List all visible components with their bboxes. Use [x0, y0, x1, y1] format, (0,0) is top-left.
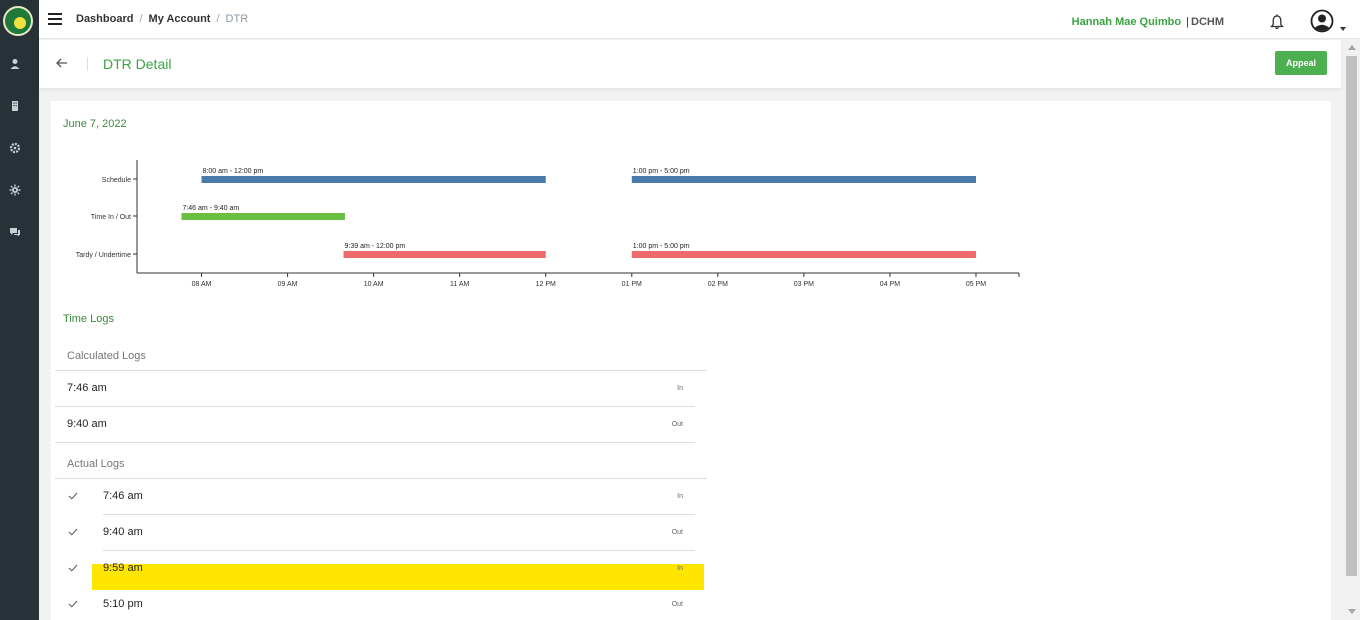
x-tick-label: 12 PM [536, 281, 556, 288]
actual-logs-header: Actual Logs [55, 453, 707, 479]
x-tick-label: 01 PM [622, 281, 642, 288]
log-time: 9:40 am [103, 526, 143, 538]
calculated-log-row: 9:40 am Out [55, 407, 695, 443]
y-tick-label: Schedule [102, 177, 131, 184]
breadcrumb-separator: / [139, 13, 143, 25]
dtr-date: June 7, 2022 [63, 118, 127, 130]
calculated-log-row: 7:46 am In [55, 371, 695, 407]
log-type: Out [671, 529, 683, 536]
gear-icon[interactable] [8, 141, 22, 155]
bar-label: 8:00 am - 12:00 pm [203, 168, 264, 175]
y-tick-label: Time In / Out [91, 214, 131, 221]
actual-log-row: 7:46 am In [55, 479, 707, 515]
log-time: 5:10 pm [103, 598, 143, 610]
cog-icon[interactable] [8, 183, 22, 197]
scroll-up-icon[interactable] [1348, 45, 1356, 50]
log-type: Out [671, 421, 683, 428]
log-type: In [677, 385, 683, 392]
breadcrumb-separator: / [216, 13, 220, 25]
x-tick-label: 09 AM [278, 281, 298, 288]
log-type: Out [671, 601, 683, 608]
user-separator: | [1186, 16, 1189, 28]
log-time: 9:59 am [103, 562, 143, 574]
calculated-logs-header: Calculated Logs [55, 345, 707, 371]
school-seal-logo[interactable] [3, 6, 33, 36]
user-name: Hannah Mae Quimbo [1071, 16, 1182, 28]
log-type: In [677, 565, 683, 572]
bar-label: 1:00 pm - 5:00 pm [633, 168, 690, 175]
hamburger-menu-icon[interactable] [48, 13, 62, 25]
bell-icon[interactable] [1270, 14, 1284, 30]
timeline-bar [181, 213, 345, 220]
timeline-bar [631, 251, 976, 258]
top-navbar: Dashboard / My Account / DTR Hannah Mae Quim… [39, 0, 1360, 39]
page-header: DTR Detail Appeal [39, 40, 1341, 88]
log-time: 9:40 am [67, 418, 107, 430]
actual-log-row-highlighted: 9:59 am In [55, 551, 707, 590]
x-tick-label: 02 PM [708, 281, 728, 288]
x-tick-label: 03 PM [794, 281, 814, 288]
chevron-down-icon[interactable] [1340, 27, 1346, 31]
time-logs-title: Time Logs [63, 313, 114, 325]
x-tick-label: 08 AM [192, 281, 212, 288]
x-tick-label: 05 PM [966, 281, 986, 288]
time-logs-table: Calculated Logs 7:46 am In 9:40 am Out A… [55, 345, 707, 620]
user-info: Hannah Mae Quimbo | DCHM [1072, 16, 1224, 28]
actual-log-row: 5:10 pm Out [55, 587, 707, 620]
bar-label: 7:46 am - 9:40 am [182, 205, 239, 212]
breadcrumb: Dashboard / My Account / DTR [76, 13, 248, 25]
check-icon [68, 564, 78, 572]
check-icon [68, 528, 78, 536]
breadcrumb-current: DTR [225, 13, 249, 25]
page-title: DTR Detail [103, 56, 172, 72]
dtr-content-card: June 7, 2022 Schedule Time In / Out Tardy … [51, 101, 1331, 620]
user-avatar-icon[interactable] [1310, 9, 1334, 33]
dtr-timeline-chart: Schedule Time In / Out Tardy / Undertime 08… [76, 160, 1020, 288]
breadcrumb-dashboard[interactable]: Dashboard [76, 13, 134, 25]
log-type: In [677, 493, 683, 500]
scroll-down-icon[interactable] [1348, 609, 1356, 614]
scroll-thumb[interactable] [1346, 56, 1357, 576]
actual-log-row: 9:40 am Out [55, 515, 707, 551]
timeline-bar [631, 176, 976, 183]
scrollbar[interactable] [1343, 40, 1360, 620]
log-time: 7:46 am [103, 490, 143, 502]
x-tick-label: 11 AM [450, 281, 469, 288]
sidebar [0, 0, 39, 620]
bar-label: 9:39 am - 12:00 pm [345, 243, 406, 250]
breadcrumb-my-account[interactable]: My Account [148, 13, 211, 25]
x-tick-label: 10 AM [364, 281, 384, 288]
back-arrow-icon[interactable] [54, 55, 70, 71]
bar-label: 1:00 pm - 5:00 pm [633, 243, 690, 250]
user-org: DCHM [1191, 16, 1224, 28]
timeline-bar [201, 176, 546, 183]
log-time: 7:46 am [67, 382, 107, 394]
appeal-button[interactable]: Appeal [1275, 51, 1327, 75]
check-icon [68, 492, 78, 500]
check-icon [68, 600, 78, 608]
y-tick-label: Tardy / Undertime [76, 252, 131, 259]
header-divider [87, 57, 88, 71]
highlight-mark [92, 564, 704, 590]
chat-icon[interactable] [8, 225, 22, 239]
x-tick-label: 04 PM [880, 281, 900, 288]
person-icon[interactable] [8, 57, 22, 71]
timeline-bar [343, 251, 546, 258]
building-icon[interactable] [8, 99, 22, 113]
